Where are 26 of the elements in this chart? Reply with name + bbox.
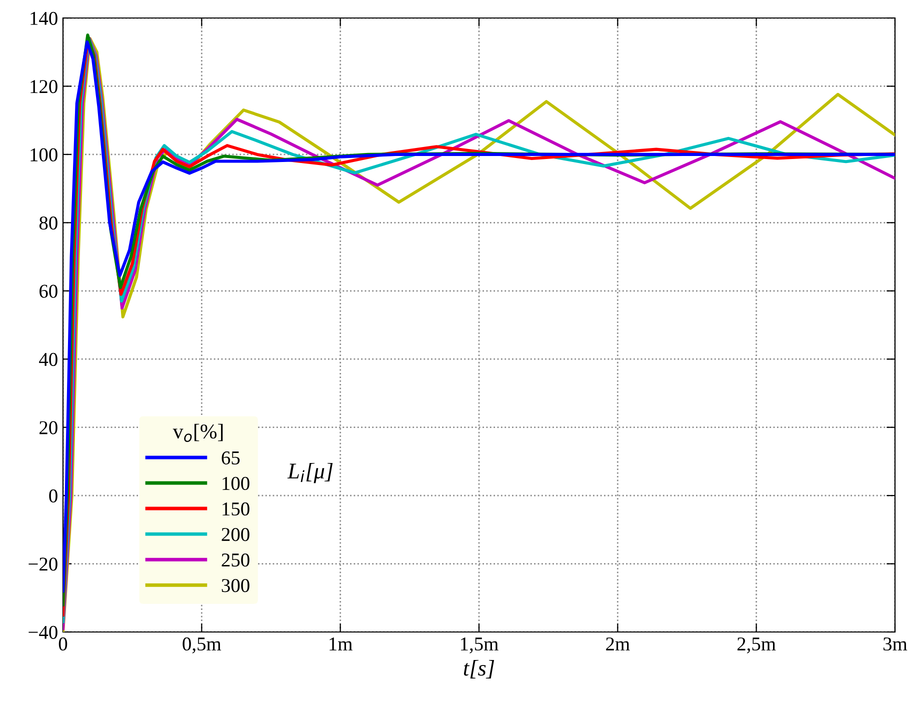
x-axis-title: t[s]	[464, 660, 494, 678]
x-tick-label: 2,5m	[737, 637, 776, 654]
x-tick-label: 1,5m	[460, 638, 498, 654]
legend-title: v$_{o}$[%]	[172, 424, 223, 442]
x-tick-label: 3m	[884, 637, 908, 651]
y-tick-label: −20	[28, 558, 58, 571]
legend-label: 150	[222, 502, 250, 516]
y-tick-label: 100	[30, 148, 58, 162]
x-tick-label: 1m	[330, 638, 352, 650]
x-tick-label: 0	[58, 637, 68, 651]
x-tick-label: 2m	[606, 637, 630, 650]
legend-label: 250	[222, 553, 250, 567]
x-tick-label: 0,5m	[182, 637, 222, 654]
y-tick-label: 40	[39, 352, 58, 366]
y-tick-label: 20	[40, 421, 58, 434]
y-tick-label: 120	[30, 80, 58, 94]
y-tick-label: −40	[28, 626, 58, 639]
legend-label: 65	[222, 451, 240, 464]
legend-label: 300	[222, 579, 250, 592]
annotation: L$_{i}$[μ]	[287, 462, 333, 484]
y-tick-label: 0	[49, 489, 58, 502]
legend-label: 200	[222, 528, 250, 542]
y-tick-label: 80	[39, 216, 58, 230]
y-tick-label: 140	[30, 12, 58, 25]
y-tick-label: 60	[40, 284, 58, 298]
legend-label: 100	[222, 476, 250, 490]
